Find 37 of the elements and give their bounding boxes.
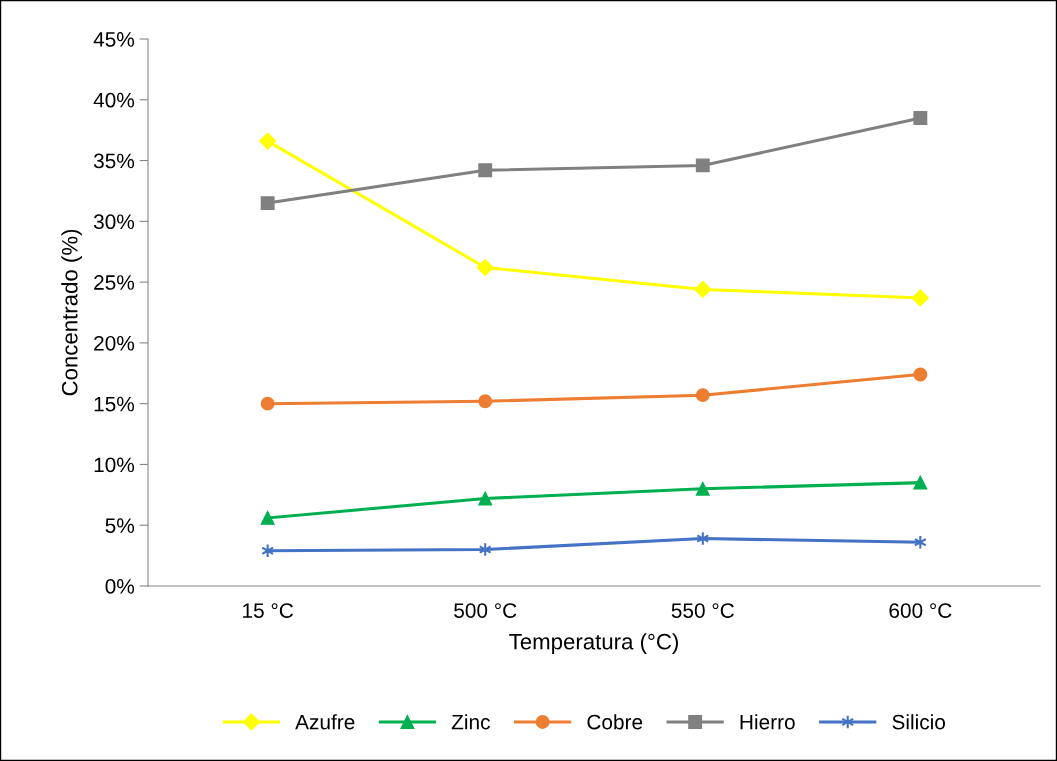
x-tick-label: 600 °C xyxy=(889,603,952,618)
point xyxy=(695,158,710,173)
y-tick-label: 0% xyxy=(105,579,135,594)
y-axis-title: Concentrado (%) xyxy=(61,229,82,396)
y-tick-label: 40% xyxy=(93,92,135,108)
point xyxy=(478,163,493,178)
legend-label: Zinc xyxy=(451,714,490,730)
y-tick-label: 20% xyxy=(94,335,135,351)
point xyxy=(695,388,710,403)
point xyxy=(694,280,712,298)
y-tick-label: 30% xyxy=(93,214,135,230)
point xyxy=(478,491,493,506)
y-tick-label: 10% xyxy=(94,457,135,473)
point xyxy=(260,510,275,525)
legend-label: Silicio xyxy=(892,714,946,730)
point xyxy=(259,132,277,150)
point xyxy=(913,367,928,382)
x-axis-title: Temperatura (°C) xyxy=(509,633,678,654)
point xyxy=(911,289,929,307)
x-tick-label: 15 °C xyxy=(243,603,294,618)
y-tick-label: 45% xyxy=(93,32,135,47)
point xyxy=(260,396,275,411)
y-tick-label: 15% xyxy=(94,396,135,412)
x-tick-label: 550 °C xyxy=(671,603,734,618)
point xyxy=(913,111,928,125)
y-tick-label: 35% xyxy=(93,153,135,169)
point xyxy=(476,258,494,277)
point xyxy=(260,196,275,211)
legend-label: Azufre xyxy=(295,714,355,730)
y-tick-label: 25% xyxy=(94,275,135,290)
y-tick-label: 5% xyxy=(105,518,135,533)
point xyxy=(913,475,928,490)
legend-label: Cobre xyxy=(587,714,643,730)
x-tick-label: 500 °C xyxy=(454,603,517,618)
point xyxy=(478,394,493,409)
point xyxy=(695,481,710,496)
legend-label: Hierro xyxy=(740,714,795,730)
